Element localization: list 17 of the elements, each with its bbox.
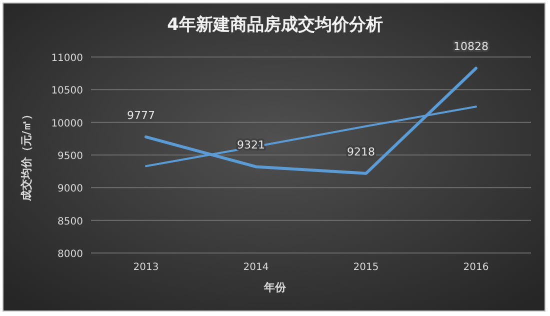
y-tick-label: 8000 (58, 249, 83, 260)
y-axis-title: 成交均价（元/㎡） (20, 108, 33, 202)
y-tick-label: 11000 (51, 53, 83, 64)
x-axis-title: 年份 (263, 281, 287, 294)
x-tick-label: 2015 (353, 262, 379, 273)
data-label: 9777 (127, 108, 155, 122)
x-tick-label: 2016 (463, 262, 489, 273)
y-tick-label: 8500 (58, 216, 83, 228)
y-tick-label: 10500 (51, 86, 83, 97)
y-tick-label: 10000 (51, 118, 83, 130)
data-label: 9218 (347, 145, 375, 158)
x-tick-label: 2013 (133, 262, 159, 273)
y-tick-label: 9500 (58, 151, 83, 162)
data-label: 10828 (454, 40, 488, 54)
chart-title: 4年新建商品房成交均价分析 (167, 15, 383, 35)
y-tick-label: 9000 (58, 184, 83, 195)
x-tick-label: 2014 (243, 262, 269, 273)
